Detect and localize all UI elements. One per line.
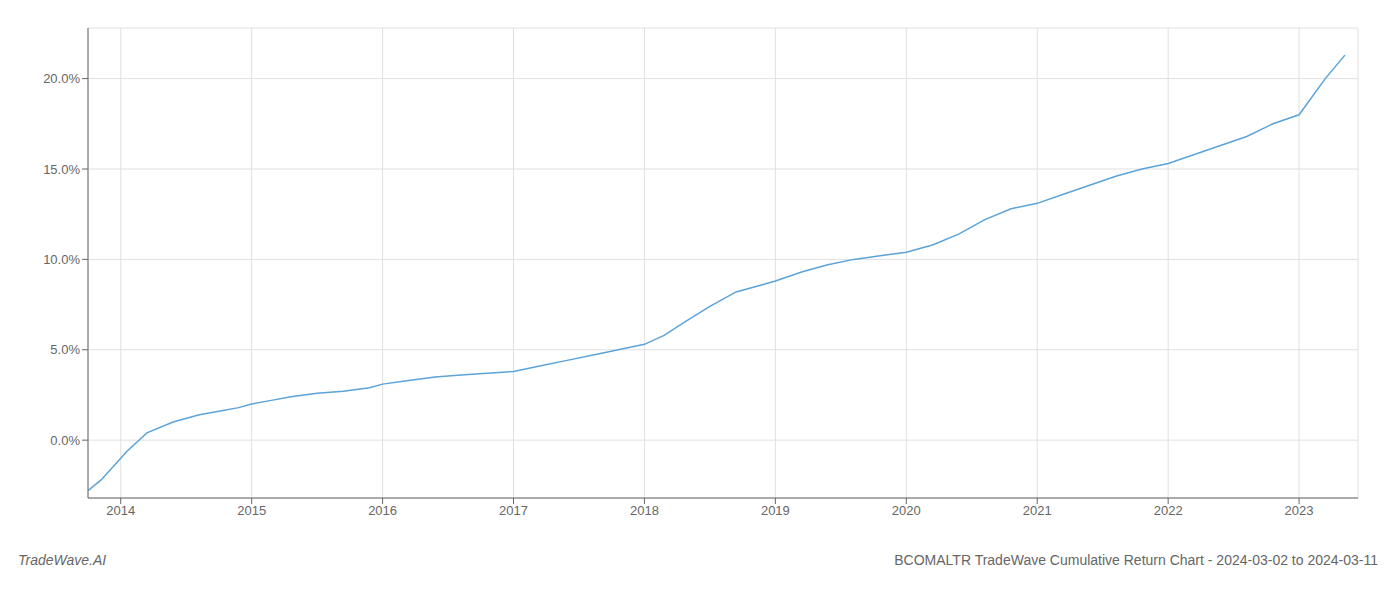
svg-text:10.0%: 10.0% bbox=[43, 252, 80, 267]
svg-text:2014: 2014 bbox=[106, 503, 135, 518]
html-text:TradeWave.AI: TradeWave.AI bbox=[18, 552, 107, 568]
svg-text:2019: 2019 bbox=[761, 503, 790, 518]
html-text:BCOMALTR TradeWave Cumulative: BCOMALTR TradeWave Cumulative Return Cha… bbox=[894, 552, 1378, 568]
svg-text:15.0%: 15.0% bbox=[43, 162, 80, 177]
svg-text:2022: 2022 bbox=[1154, 503, 1183, 518]
svg-text:2020: 2020 bbox=[892, 503, 921, 518]
svg-text:2023: 2023 bbox=[1285, 503, 1314, 518]
svg-text:2015: 2015 bbox=[237, 503, 266, 518]
svg-text:2021: 2021 bbox=[1023, 503, 1052, 518]
svg-text:5.0%: 5.0% bbox=[50, 342, 80, 357]
svg-text:2017: 2017 bbox=[499, 503, 528, 518]
svg-text:0.0%: 0.0% bbox=[50, 433, 80, 448]
svg-text:2018: 2018 bbox=[630, 503, 659, 518]
svg-text:20.0%: 20.0% bbox=[43, 71, 80, 86]
svg-text:2016: 2016 bbox=[368, 503, 397, 518]
